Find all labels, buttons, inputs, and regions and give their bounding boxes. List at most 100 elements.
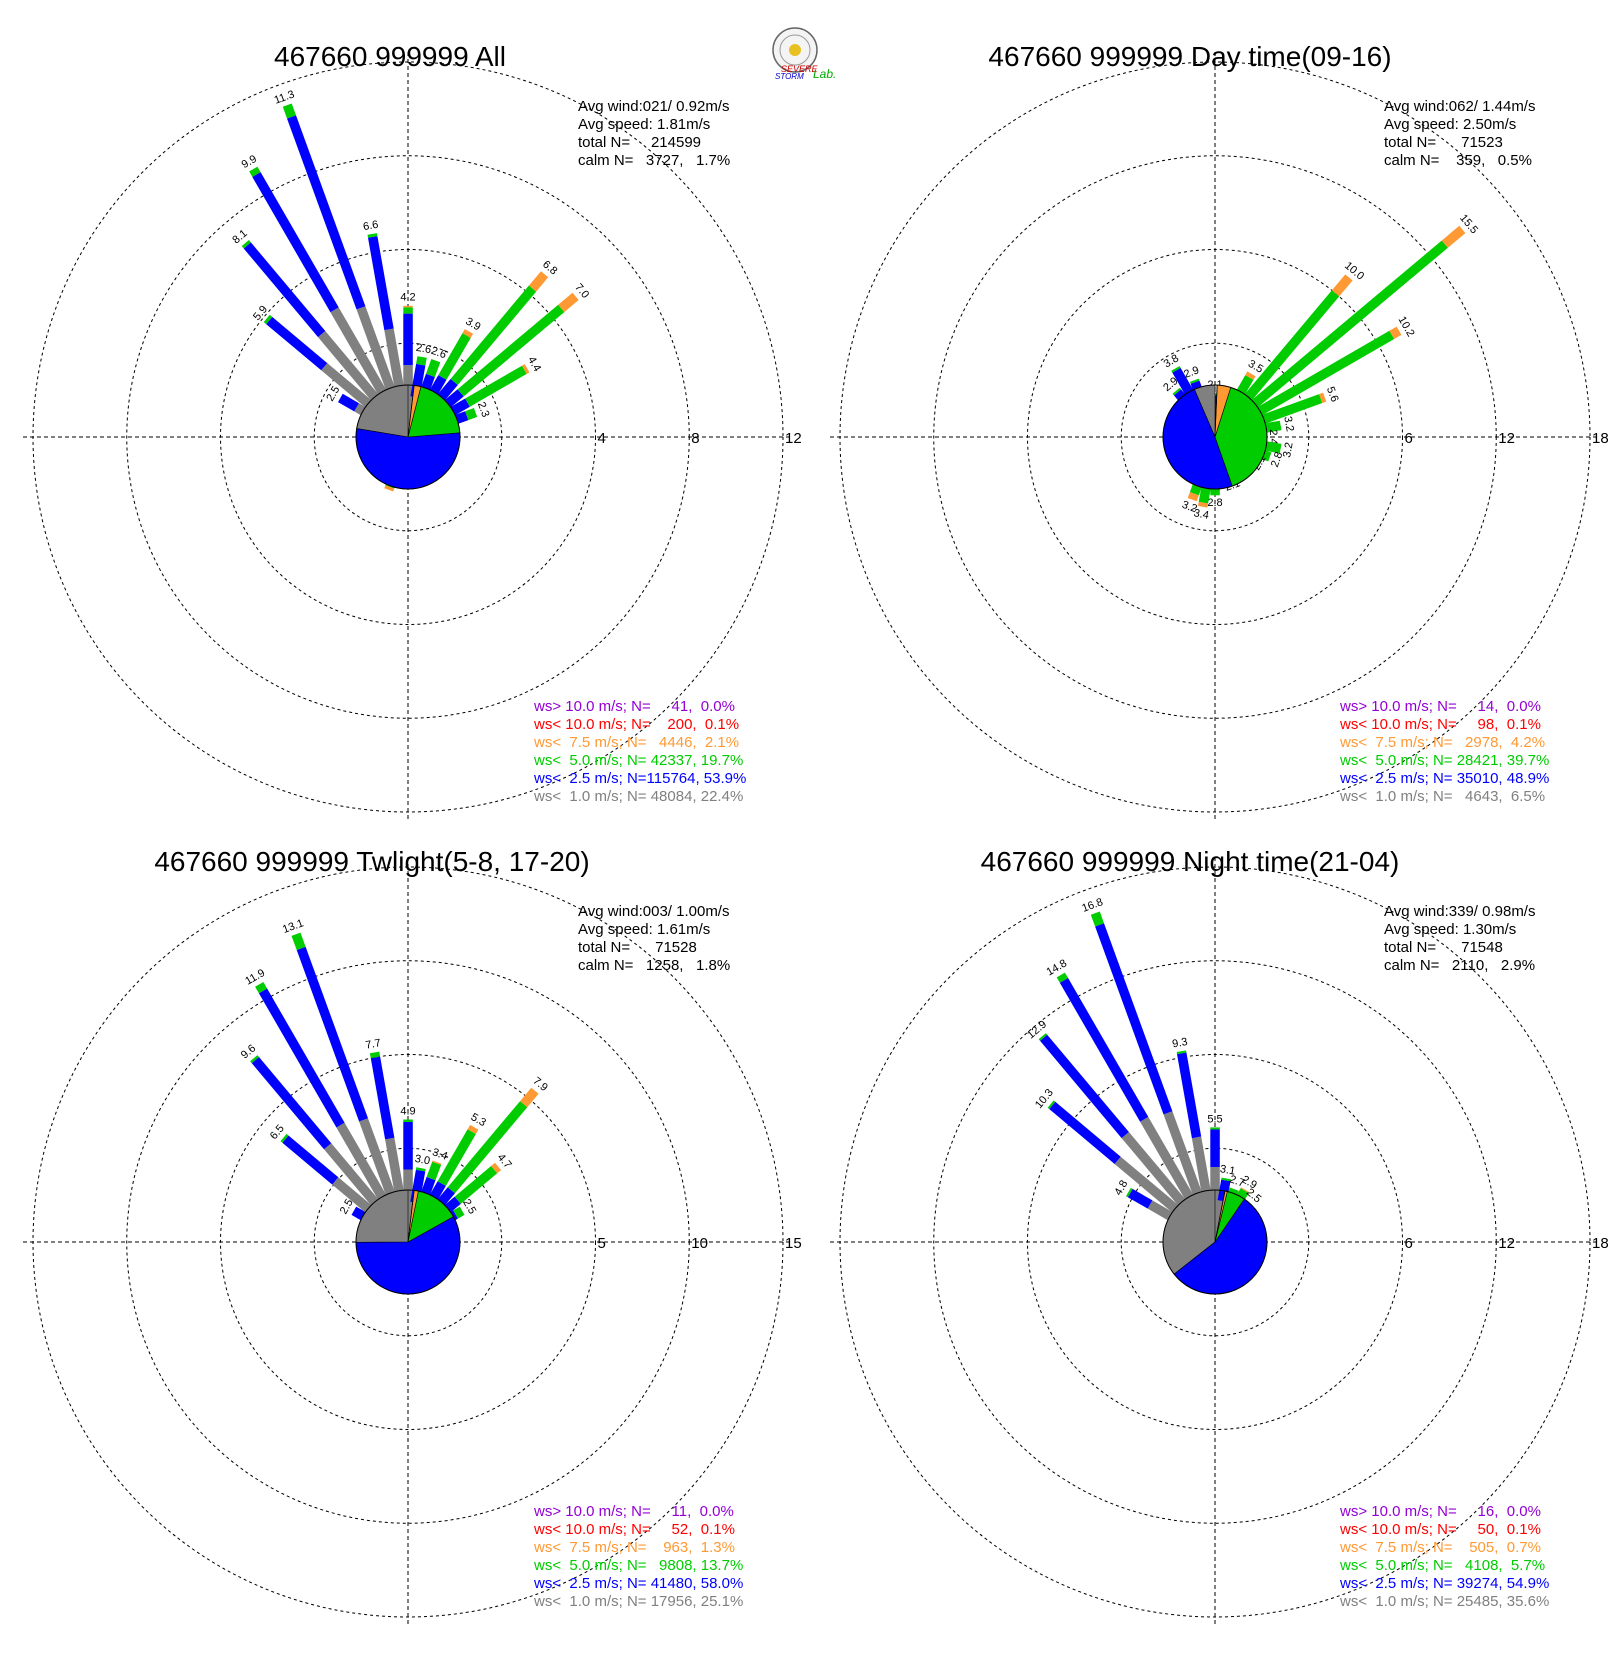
pie-slice-ws-lt-1 (355, 1189, 409, 1243)
ring-tick-label: 15 (785, 1235, 802, 1252)
legend-entry-ws-gt-10: ws> 10.0 m/s; N= 16, 0.0% (1339, 1503, 1541, 1520)
bar-value-label: 4.9 (400, 1105, 415, 1117)
ring-tick-label: 10 (691, 1235, 708, 1252)
ring-tick-label: 6 (1405, 430, 1413, 447)
bar-segment-ws-lt-5 (437, 1129, 476, 1186)
logo-text-severe: SEVERE (781, 64, 819, 74)
bar-segment-ws-lt-2-5 (1127, 1188, 1153, 1209)
ring-tick-label: 5 (598, 1235, 606, 1252)
bar-segment-ws-lt-7-5 (1331, 274, 1353, 297)
bar-segment-ws-lt-7-5 (520, 1087, 539, 1108)
bar-segment-ws-lt-5 (291, 932, 306, 950)
bar-segment-ws-lt-5 (426, 1161, 442, 1181)
ring-tick-label: 4 (598, 430, 606, 447)
bar-segment-ws-lt-2-5 (1210, 1129, 1220, 1167)
ring-tick-label: 12 (785, 430, 802, 447)
bar-value-label: 13.1 (281, 917, 305, 936)
bar-value-label: 3.2 (1281, 415, 1295, 432)
stats-total: total N= 214599 (578, 134, 701, 151)
bar-segment-ws-lt-5 (1172, 387, 1182, 396)
lab-logo: SEVERE STORM Lab. (772, 27, 836, 81)
bar-segment-ws-lt-5 (1171, 366, 1181, 373)
bar-segment-ws-lt-2-5 (296, 946, 368, 1122)
panel-title: 467660 999999 Day time(09-16) (988, 41, 1391, 72)
ring-tick-label: 12 (1498, 1235, 1515, 1252)
bar-segment-ws-lt-5 (403, 307, 413, 314)
bar-value-label: 2.3 (475, 400, 492, 418)
bar-segment-ws-lt-5 (438, 333, 471, 380)
legend-entry-ws-lt-7-5: ws< 7.5 m/s; N= 4446, 2.1% (533, 734, 739, 751)
bar-segment-ws-lt-2-5 (1049, 1101, 1121, 1164)
bar-value-label: 3.1 (1219, 1163, 1236, 1177)
bar-segment-ws-lt-5 (1090, 911, 1104, 927)
bar-segment-ws-lt-5 (282, 103, 296, 119)
legend-entry-ws-lt-1: ws< 1.0 m/s; N= 25485, 35.6% (1339, 1593, 1549, 1610)
bar-value-label: 9.3 (1171, 1036, 1188, 1050)
legend-entry-ws-lt-10: ws< 10.0 m/s; N= 52, 0.1% (533, 1521, 735, 1538)
bar-segment-ws-lt-5 (1228, 1187, 1239, 1195)
logo-seal-center (789, 44, 801, 56)
bar-segment-ws-lt-5 (1221, 1177, 1231, 1182)
panel-title: 467660 999999 Night time(21-04) (981, 846, 1400, 877)
panel-title: 467660 999999 Twlight(5-8, 17-20) (154, 846, 589, 877)
bar-segment-ws-lt-5 (1056, 972, 1069, 983)
bar-segment-ws-lt-7-5 (1240, 1187, 1250, 1193)
legend-entry-ws-lt-7-5: ws< 7.5 m/s; N= 963, 1.3% (533, 1539, 735, 1556)
stats-avg-wind: Avg wind:021/ 0.92m/s (578, 98, 729, 115)
bar-segment-ws-lt-7-5 (1198, 501, 1209, 508)
bar-value-label: 2.6 (415, 342, 432, 356)
bar-segment-ws-lt-2-5 (403, 313, 413, 366)
logo-text-lab: Lab. (813, 67, 836, 81)
bar-segment-ws-lt-7-5 (528, 271, 549, 292)
bar-segment-ws-lt-5 (263, 314, 273, 325)
pie-slice-ws-lt-2-5 (355, 428, 461, 490)
bar-segment-ws-lt-5 (1176, 1050, 1187, 1055)
stats-avg-wind: Avg wind:062/ 1.44m/s (1384, 98, 1535, 115)
center-pie (355, 384, 461, 490)
ring-tick-label: 8 (691, 430, 699, 447)
bar-value-label: 5.6 (1324, 385, 1341, 403)
bar-segment-ws-lt-5 (450, 285, 537, 385)
bar-segment-ws-lt-7-5 (522, 364, 530, 374)
bar-segment-ws-lt-5 (280, 1133, 289, 1143)
bar-value-label: 3.2 (1180, 499, 1198, 516)
legend-entry-ws-lt-5: ws< 5.0 m/s; N= 4108, 5.7% (1339, 1557, 1545, 1574)
bar-value-label: 2.9 (1182, 364, 1200, 381)
bar-segment-ws-lt-7-5 (432, 1160, 442, 1165)
legend-entry-ws-gt-10: ws> 10.0 m/s; N= 14, 0.0% (1339, 698, 1541, 715)
bar-segment-ws-lt-5 (1047, 1100, 1056, 1109)
bar-value-label: 11.3 (273, 88, 296, 106)
bar-value-label: 2.8 (1207, 497, 1222, 509)
center-pie (1162, 384, 1268, 490)
legend-entry-ws-lt-5: ws< 5.0 m/s; N= 28421, 39.7% (1339, 752, 1549, 769)
bar-value-label: 5.5 (1207, 1113, 1222, 1125)
legend-entry-ws-lt-1: ws< 1.0 m/s; N= 48084, 22.4% (533, 788, 743, 805)
bar-segment-ws-lt-2-5 (251, 1057, 332, 1150)
bar-segment-ws-lt-7-5 (384, 485, 395, 492)
bar-value-label: 16.8 (1080, 896, 1104, 915)
bar-segment-ws-lt-2-5 (258, 988, 345, 1128)
stats-calm: calm N= 3727, 1.7% (578, 152, 730, 169)
ring-tick-label: 6 (1405, 1235, 1413, 1252)
bar-value-label: 4.2 (400, 292, 415, 304)
bar-value-label: 2.4 (1267, 429, 1279, 444)
legend-entry-ws-lt-7-5: ws< 7.5 m/s; N= 505, 0.7% (1339, 1539, 1541, 1556)
ring-tick-label: 18 (1592, 430, 1609, 447)
logo-seal-inner (779, 34, 811, 66)
bar-segment-ws-lt-5 (465, 365, 527, 407)
bar-segment-ws-lt-2-5 (1177, 1052, 1202, 1139)
wind-rose-panel: 6 12 185.53.12.72.92.54.810.312.914.816.89… (830, 846, 1609, 1627)
logo-text-storm: STORM (775, 72, 804, 81)
bar-segment-ws-lt-2-5 (287, 115, 366, 310)
bar-value-label: 3.4 (1193, 507, 1210, 521)
bar-segment-ws-lt-7-5 (462, 329, 474, 338)
legend-entry-ws-lt-1: ws< 1.0 m/s; N= 17956, 25.1% (533, 1593, 743, 1610)
bar-segment-ws-lt-5 (416, 356, 427, 366)
bar-value-label: 7.7 (365, 1037, 382, 1051)
bar-value-label: 2.8 (1269, 450, 1286, 468)
pie-slice-ws-lt-1 (356, 384, 409, 438)
stats-avg-speed: Avg speed: 1.30m/s (1384, 921, 1516, 938)
bar-segment-ws-lt-5 (250, 1055, 259, 1064)
bar-segment-ws-lt-2-5 (338, 393, 359, 412)
bar-value-label: 2.7 (1228, 1173, 1246, 1190)
